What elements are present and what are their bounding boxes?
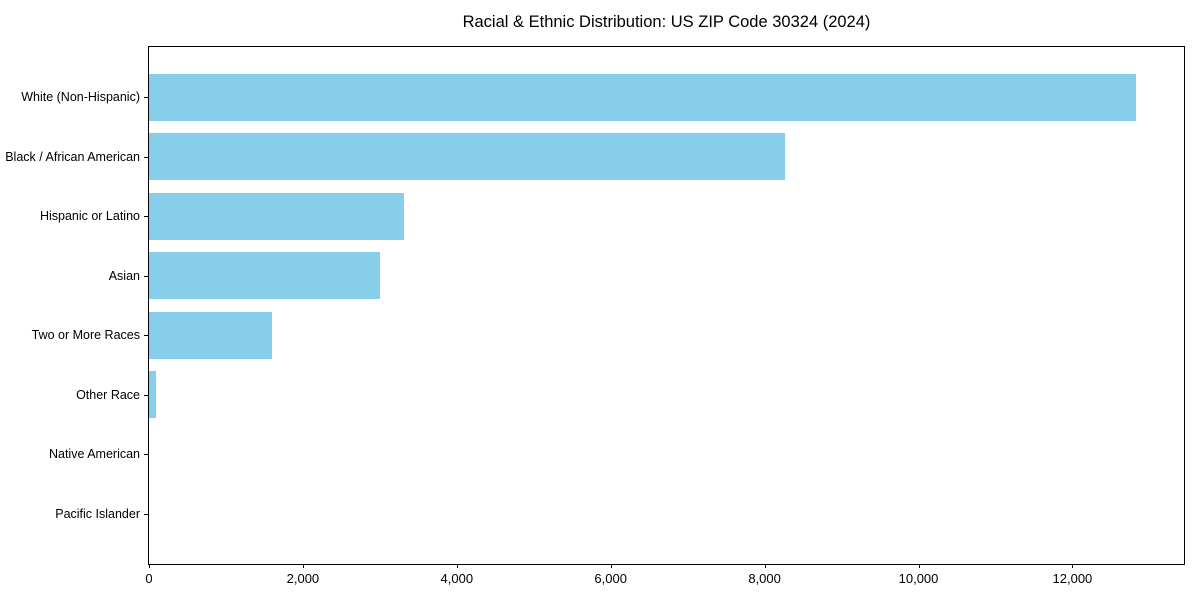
x-tick-label: 0: [145, 571, 153, 586]
y-tick: [144, 394, 148, 396]
x-tick: [1072, 564, 1074, 568]
y-tick: [144, 513, 148, 515]
x-tick: [918, 564, 920, 568]
bar: [149, 133, 785, 181]
chart-title: Racial & Ethnic Distribution: US ZIP Cod…: [462, 13, 871, 31]
x-tick: [764, 564, 766, 568]
x-tick: [302, 564, 304, 568]
bar: [149, 252, 380, 300]
x-tick-label: 4,000: [440, 571, 474, 586]
category-label: White (Non-Hispanic): [21, 90, 140, 104]
x-tick-label: 12,000: [1052, 571, 1093, 586]
x-tick: [149, 564, 150, 568]
y-tick: [144, 156, 148, 158]
x-tick: [610, 564, 612, 568]
category-label: Two or More Races: [31, 328, 140, 343]
category-label: Native American: [48, 447, 140, 462]
y-tick: [144, 275, 148, 277]
y-tick: [144, 216, 148, 218]
category-label: Pacific Islander: [55, 506, 140, 521]
y-tick: [144, 454, 148, 456]
x-tick-label: 2,000: [286, 571, 320, 586]
y-tick: [144, 97, 148, 98]
plot-area: White (Non-Hispanic) Black / African Amer…: [5, 46, 1185, 586]
category-label: Black / African American: [5, 149, 140, 164]
y-tick: [144, 335, 148, 337]
x-tick-label: 6,000: [594, 571, 627, 586]
x-tick: [456, 564, 458, 568]
x-tick-label: 8,000: [748, 571, 781, 586]
bar: [149, 192, 404, 240]
category-label: Asian: [108, 268, 140, 283]
x-tick-label: 10,000: [898, 571, 939, 586]
category-label: Other Race: [76, 387, 140, 402]
category-label: Hispanic or Latino: [39, 209, 140, 224]
bar: [149, 371, 156, 419]
bar: [149, 73, 1136, 121]
bar: [149, 311, 273, 359]
